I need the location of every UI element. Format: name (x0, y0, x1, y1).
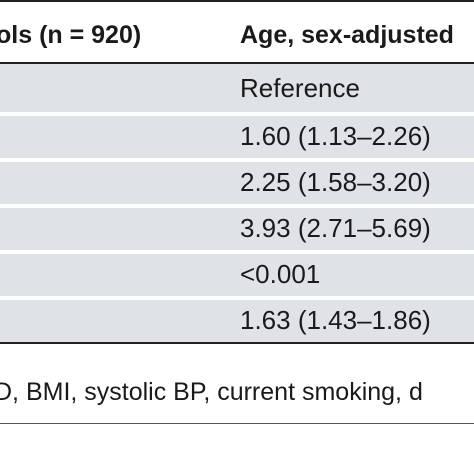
table-row (0, 300, 474, 342)
row-divider (0, 296, 474, 300)
row-divider (0, 204, 474, 208)
table-row (0, 116, 474, 158)
table-row (0, 64, 474, 112)
table-row (0, 208, 474, 250)
header-column-age-sex-adjusted: Age, sex-adjusted (240, 21, 454, 49)
row-value: 1.60 (1.13–2.26) (240, 121, 431, 151)
row-value-p-trend: <0.001 (240, 259, 321, 289)
row-value: 2.25 (1.58–3.20) (240, 167, 431, 197)
header-column-controls: ols (n = 920) (0, 21, 142, 49)
row-divider (0, 250, 474, 254)
table-row (0, 162, 474, 204)
header-rule (0, 62, 474, 64)
row-divider (0, 158, 474, 162)
table-footnote: D, BMI, systolic BP, current smoking, d (0, 378, 423, 406)
row-value: 3.93 (2.71–5.69) (240, 213, 431, 243)
footnote-rule (0, 423, 474, 424)
row-divider (0, 112, 474, 116)
row-value-reference: Reference (240, 73, 360, 103)
bottom-rule (0, 342, 474, 344)
row-value: 1.63 (1.43–1.86) (240, 305, 431, 335)
table-row (0, 254, 474, 296)
top-rule (0, 0, 474, 2)
